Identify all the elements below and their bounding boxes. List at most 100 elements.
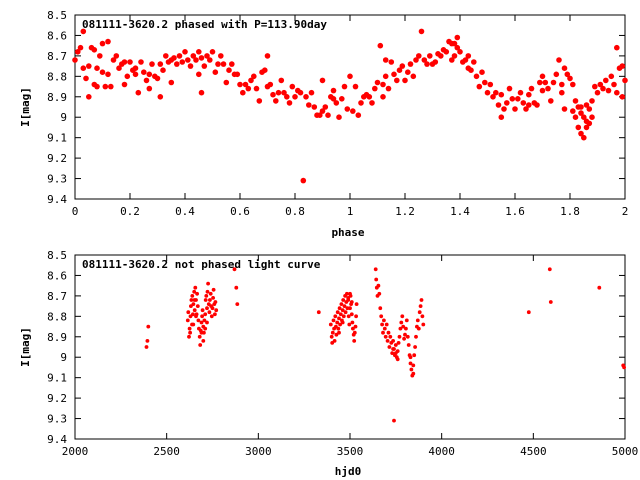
- unphased-data-point: [316, 310, 321, 315]
- unphased-data-point: [380, 322, 384, 327]
- phased-data-point: [138, 59, 144, 65]
- unphased-data-point: [388, 334, 393, 339]
- phased-data-point: [97, 53, 103, 59]
- unphased-data-point: [337, 316, 341, 321]
- unphased-data-point: [204, 294, 209, 298]
- phased-data-point: [484, 89, 491, 96]
- phased-data-point: [193, 57, 199, 63]
- phased-data-point: [622, 77, 628, 84]
- unphased-data-point: [349, 312, 354, 317]
- phased-data-point: [91, 81, 98, 88]
- unphased-data-point: [547, 267, 552, 272]
- phased-data-point: [163, 53, 169, 59]
- unphased-y-tick-label: 8.9: [47, 331, 67, 344]
- phased-axis-ticks: 0 0.2 0.4 0.6 0.8 1 1.2 1.4 1.6 1.8 2 8.5 8.6 8.7 8.8 8…: [47, 9, 628, 218]
- phased-y-tick-label: 8.8: [47, 70, 67, 83]
- unphased-data-point: [214, 308, 219, 313]
- unphased-data-point: [203, 326, 208, 331]
- phased-data-point: [237, 81, 243, 88]
- unphased-data-point: [381, 330, 385, 335]
- phased-data-point: [366, 94, 373, 100]
- phased-y-tick-label: 8.7: [47, 50, 67, 63]
- unphased-data-point: [205, 320, 209, 325]
- unphased-data-point: [397, 334, 402, 339]
- phased-data-point: [399, 63, 406, 69]
- phased-data-point: [487, 81, 494, 88]
- phased-y-tick-label: 8.6: [47, 29, 67, 42]
- unphased-data-point: [194, 314, 198, 319]
- unphased-data-point: [187, 334, 191, 339]
- phased-data-point: [248, 77, 254, 84]
- phased-data-point: [319, 77, 326, 84]
- unphased-data-point: [189, 298, 194, 302]
- phased-data-point: [267, 81, 274, 88]
- phased-x-tick-label: 1.2: [395, 205, 415, 218]
- unphased-data-point: [335, 320, 340, 325]
- unphased-data-point: [348, 291, 352, 296]
- phased-data-point: [234, 71, 241, 78]
- phased-data-point: [116, 65, 122, 71]
- unphased-data-point: [146, 324, 151, 329]
- unphased-data-point: [413, 345, 417, 349]
- unphased-y-tick-label: 9.2: [47, 392, 67, 405]
- phased-data-point: [539, 87, 546, 94]
- unphased-data-point: [398, 326, 403, 331]
- phased-data-point: [454, 44, 461, 51]
- phased-data-point: [317, 112, 323, 118]
- phased-data-point: [86, 94, 92, 100]
- phased-data-point: [336, 114, 342, 120]
- unphased-data-point: [328, 322, 333, 327]
- unphased-x-tick-label: 4500: [520, 445, 547, 458]
- phased-data-point: [132, 71, 139, 78]
- phased-data-point: [292, 94, 298, 100]
- unphased-data-point: [409, 367, 414, 372]
- unphased-data-point: [193, 285, 198, 290]
- unphased-data-point: [408, 355, 413, 360]
- phased-data-point: [358, 100, 364, 106]
- phased-data-point: [619, 94, 626, 100]
- unphased-data-point: [401, 324, 406, 329]
- phased-data-point: [572, 114, 579, 120]
- phased-data-point: [427, 53, 433, 59]
- phased-data-point: [388, 59, 395, 65]
- phased-data-point: [289, 83, 296, 90]
- phased-data-point: [603, 77, 609, 84]
- phased-y-tick-label: 9.4: [47, 193, 67, 206]
- phased-data-point: [344, 106, 351, 112]
- phased-data-point: [586, 120, 593, 127]
- phased-data-point: [278, 77, 285, 84]
- unphased-data-point: [203, 312, 208, 317]
- phased-data-point: [608, 73, 615, 80]
- phased-x-tick-label: 1.8: [560, 205, 580, 218]
- phased-x-tick-label: 0: [72, 205, 79, 218]
- unphased-data-point: [411, 363, 416, 368]
- phased-data-point: [421, 57, 428, 63]
- phased-data-point: [124, 73, 131, 80]
- unphased-x-tick-label: 5000: [612, 445, 639, 458]
- phased-data-point: [498, 114, 505, 120]
- phased-y-tick-label: 8.9: [47, 91, 67, 104]
- phased-data-point: [589, 98, 595, 104]
- unphased-data-point: [597, 285, 602, 290]
- phased-data-point: [369, 100, 375, 106]
- phased-data-point: [223, 79, 230, 86]
- unphased-data-point: [333, 314, 338, 319]
- phased-data-point: [479, 69, 485, 75]
- phased-data-point: [539, 73, 546, 80]
- phased-data-point: [476, 83, 483, 90]
- unphased-data-point: [419, 298, 424, 302]
- phased-x-tick-label: 2: [622, 205, 629, 218]
- unphased-data-point: [199, 320, 204, 325]
- phased-data-point: [380, 81, 386, 88]
- phased-y-tick-label: 9: [60, 111, 67, 124]
- unphased-data-point: [345, 306, 350, 311]
- unphased-data-point: [347, 322, 352, 327]
- unphased-data-point: [421, 322, 426, 327]
- unphased-data-point: [390, 351, 395, 355]
- phased-data-point: [380, 94, 386, 100]
- phased-data-point: [319, 108, 326, 114]
- unphased-data-point: [199, 330, 204, 335]
- phased-data-point: [471, 59, 477, 65]
- phased-chart-title: 081111-3620.2 phased with P=113.90day: [82, 18, 327, 31]
- phased-data-point: [146, 71, 153, 78]
